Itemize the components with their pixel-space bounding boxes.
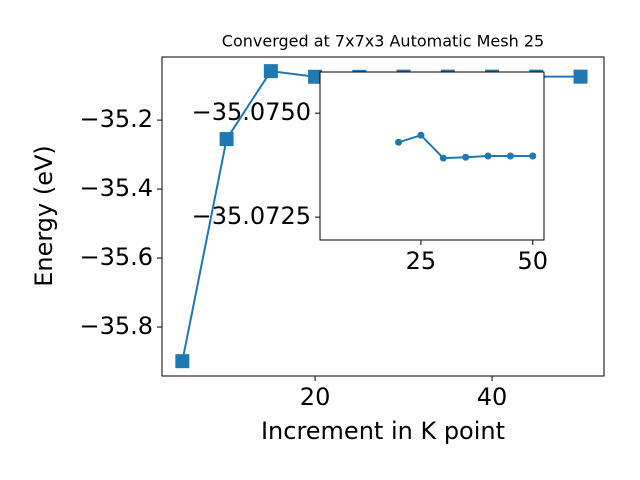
marker — [462, 153, 470, 161]
marker — [395, 138, 403, 146]
marker — [506, 152, 514, 160]
x-axis-label: Increment in K point — [261, 417, 505, 445]
plot-area: 25 50 −35.0725 −35.0750 — [192, 71, 549, 275]
x-tick-label: 20 — [300, 383, 331, 411]
marker — [175, 354, 190, 369]
x-tick-label: 40 — [477, 383, 508, 411]
y-tick-label: −35.8 — [79, 312, 153, 340]
y-axis-label: Energy (eV) — [30, 145, 58, 287]
marker — [529, 152, 537, 160]
y-tick-label: −35.0750 — [192, 98, 311, 126]
y-tick-label: −35.6 — [79, 243, 153, 271]
y-tick-label: −35.4 — [79, 174, 153, 202]
marker — [263, 64, 278, 79]
marker — [484, 152, 492, 160]
y-tick-label: −35.0725 — [192, 202, 311, 230]
axes-frame — [161, 56, 605, 377]
chart-title: Converged at 7x7x3 Automatic Mesh 25 — [222, 32, 544, 51]
marker — [439, 154, 447, 162]
y-tick-label: −35.2 — [79, 105, 153, 133]
x-tick-label: 50 — [518, 247, 549, 275]
x-tick-label: 25 — [406, 247, 437, 275]
axes-frame — [319, 71, 545, 241]
marker — [573, 69, 588, 84]
marker — [308, 69, 323, 84]
marker — [417, 131, 425, 139]
marker — [219, 132, 234, 147]
